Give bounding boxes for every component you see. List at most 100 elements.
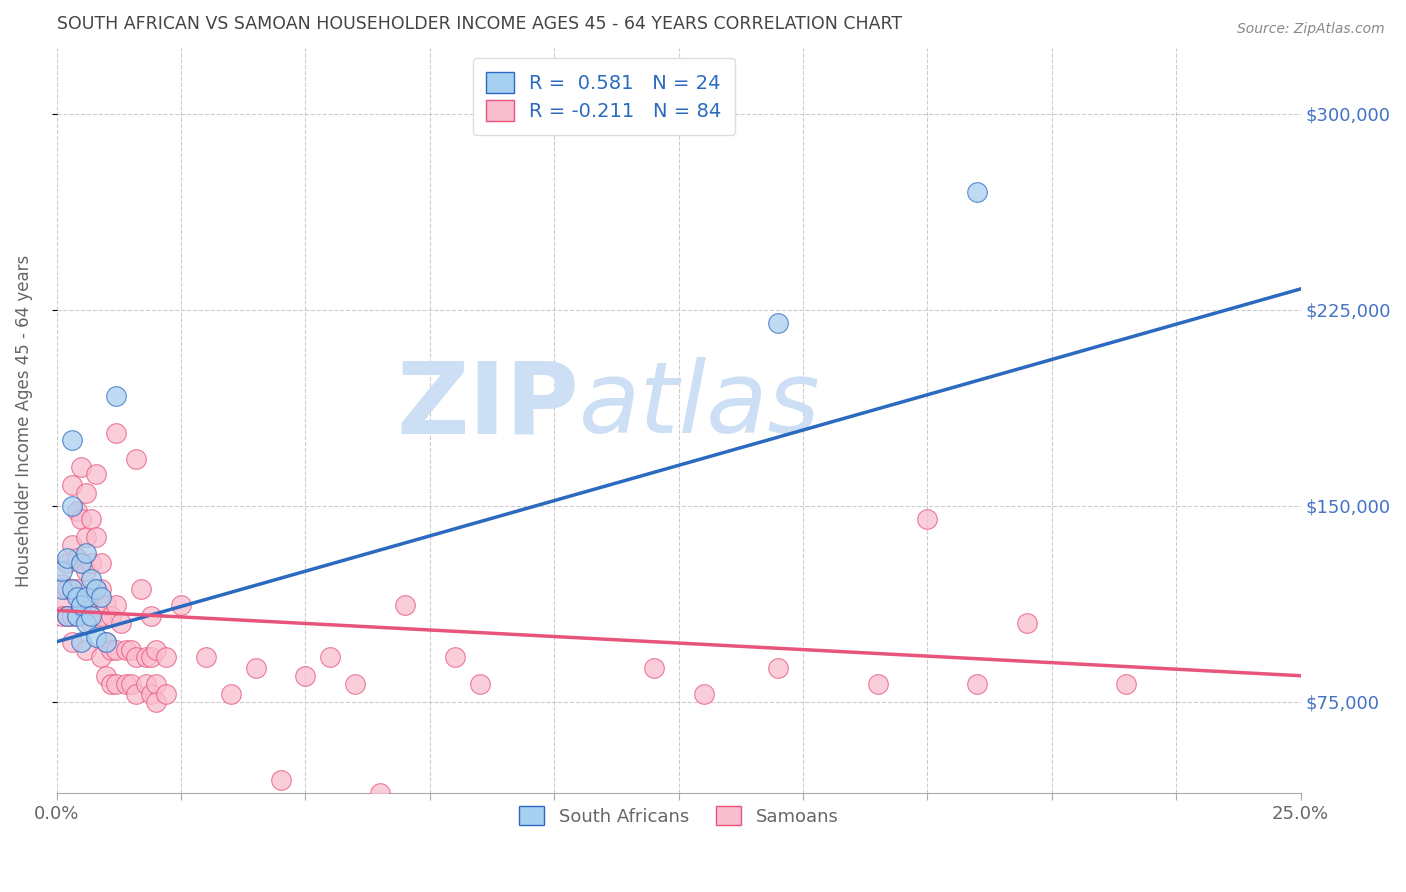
Text: SOUTH AFRICAN VS SAMOAN HOUSEHOLDER INCOME AGES 45 - 64 YEARS CORRELATION CHART: SOUTH AFRICAN VS SAMOAN HOUSEHOLDER INCO… — [56, 15, 901, 33]
Y-axis label: Householder Income Ages 45 - 64 years: Householder Income Ages 45 - 64 years — [15, 255, 32, 587]
Point — [60, 434, 83, 448]
Point — [141, 650, 163, 665]
Point — [270, 773, 292, 788]
Point — [55, 557, 77, 571]
Point — [135, 650, 157, 665]
Point — [170, 598, 193, 612]
Point — [394, 598, 416, 612]
Point — [155, 650, 177, 665]
Point — [90, 608, 112, 623]
Point — [129, 582, 152, 597]
Point — [100, 642, 122, 657]
Point — [105, 425, 128, 440]
Text: atlas: atlas — [579, 358, 821, 455]
Point — [100, 608, 122, 623]
Text: Source: ZipAtlas.com: Source: ZipAtlas.com — [1237, 22, 1385, 37]
Point — [75, 591, 97, 605]
Point — [51, 577, 73, 591]
Point — [145, 642, 167, 657]
Point — [60, 538, 83, 552]
Point — [75, 485, 97, 500]
Point — [70, 598, 93, 612]
Point — [55, 608, 77, 623]
Point — [65, 608, 87, 623]
Point — [75, 616, 97, 631]
Point — [86, 582, 108, 597]
Point — [194, 650, 217, 665]
Point — [65, 504, 87, 518]
Point — [55, 582, 77, 597]
Point — [60, 499, 83, 513]
Point — [105, 676, 128, 690]
Point — [75, 564, 97, 578]
Point — [86, 582, 108, 597]
Point — [110, 616, 132, 631]
Point — [65, 582, 87, 597]
Point — [105, 389, 128, 403]
Point — [51, 608, 73, 623]
Point — [966, 676, 988, 690]
Point — [294, 669, 316, 683]
Point — [70, 634, 93, 648]
Point — [115, 642, 138, 657]
Point — [145, 676, 167, 690]
Point — [60, 634, 83, 648]
Point — [105, 598, 128, 612]
Point — [80, 616, 103, 631]
Point — [70, 512, 93, 526]
Point — [60, 582, 83, 597]
Point — [80, 608, 103, 623]
Point — [51, 564, 73, 578]
Point — [120, 676, 142, 690]
Point — [90, 557, 112, 571]
Point — [368, 786, 391, 800]
Point — [86, 630, 108, 644]
Point — [60, 478, 83, 492]
Point — [115, 676, 138, 690]
Point — [766, 661, 789, 675]
Point — [75, 642, 97, 657]
Point — [86, 467, 108, 482]
Point — [443, 650, 465, 665]
Point — [344, 676, 367, 690]
Point — [80, 557, 103, 571]
Point — [55, 608, 77, 623]
Point — [96, 634, 118, 648]
Point — [125, 687, 148, 701]
Point — [80, 591, 103, 605]
Point — [319, 650, 342, 665]
Point — [80, 572, 103, 586]
Point — [80, 512, 103, 526]
Point — [1015, 616, 1038, 631]
Point — [75, 546, 97, 560]
Point — [70, 598, 93, 612]
Point — [51, 582, 73, 597]
Point — [643, 661, 665, 675]
Point — [60, 582, 83, 597]
Point — [468, 676, 491, 690]
Point — [65, 608, 87, 623]
Point — [692, 687, 714, 701]
Point — [70, 459, 93, 474]
Point — [65, 551, 87, 566]
Point — [219, 687, 242, 701]
Point — [100, 676, 122, 690]
Point — [145, 695, 167, 709]
Point — [51, 598, 73, 612]
Point — [86, 530, 108, 544]
Point — [60, 608, 83, 623]
Point — [96, 598, 118, 612]
Point — [141, 608, 163, 623]
Point — [245, 661, 267, 675]
Text: ZIP: ZIP — [396, 358, 579, 455]
Point — [55, 551, 77, 566]
Point — [70, 557, 93, 571]
Point — [866, 676, 889, 690]
Point — [96, 634, 118, 648]
Point — [155, 687, 177, 701]
Point — [966, 185, 988, 199]
Point — [70, 557, 93, 571]
Point — [96, 669, 118, 683]
Point — [1115, 676, 1137, 690]
Point — [766, 316, 789, 330]
